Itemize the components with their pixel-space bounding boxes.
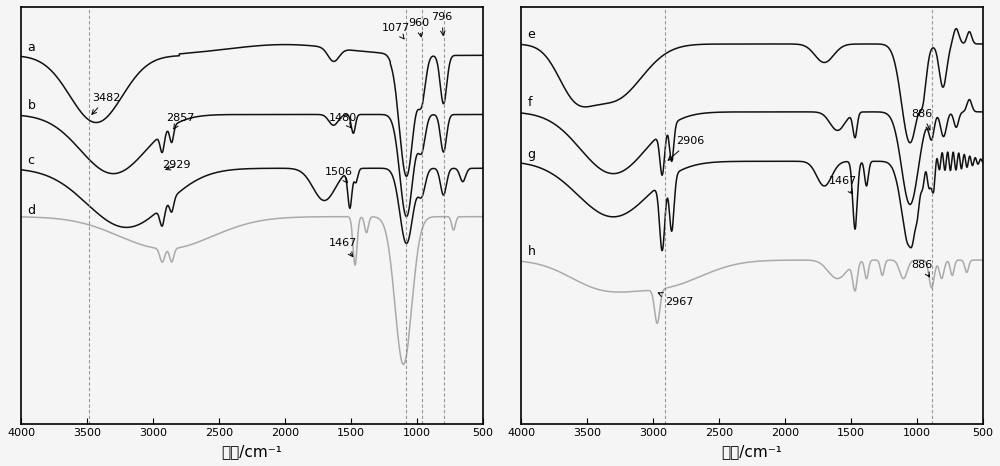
Text: e: e: [528, 28, 535, 41]
Text: 2967: 2967: [658, 293, 693, 307]
Text: 2857: 2857: [166, 113, 195, 129]
Text: 2906: 2906: [668, 136, 704, 160]
Text: c: c: [28, 154, 35, 167]
Text: 1506: 1506: [325, 167, 353, 183]
X-axis label: 波数/cm⁻¹: 波数/cm⁻¹: [721, 444, 782, 459]
Text: d: d: [28, 204, 36, 217]
Text: 1467: 1467: [329, 238, 357, 257]
Text: 3482: 3482: [92, 93, 121, 114]
Text: 1480: 1480: [329, 113, 357, 128]
Text: b: b: [28, 99, 35, 112]
Text: 886: 886: [911, 260, 933, 277]
Text: a: a: [28, 41, 35, 55]
Text: 960: 960: [408, 18, 429, 37]
X-axis label: 波数/cm⁻¹: 波数/cm⁻¹: [221, 444, 282, 459]
Text: 796: 796: [431, 13, 452, 35]
Text: 1467: 1467: [829, 177, 857, 194]
Text: 1077: 1077: [381, 23, 410, 39]
Text: f: f: [528, 96, 532, 109]
Text: g: g: [528, 148, 536, 161]
Text: 2929: 2929: [162, 160, 191, 170]
Text: h: h: [528, 246, 535, 259]
Text: 886: 886: [911, 109, 933, 130]
